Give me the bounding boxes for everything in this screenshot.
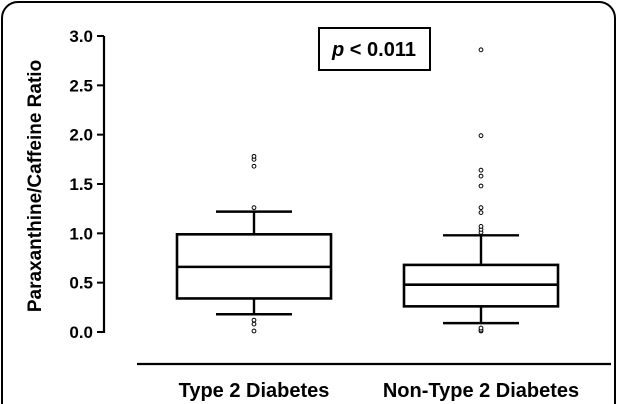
outlier-point — [478, 183, 484, 189]
outlier-point — [251, 205, 257, 211]
y-axis-label: Paraxanthine/Caffeine Ratio — [25, 60, 46, 312]
category-label-non-type2: Non-Type 2 Diabetes — [383, 380, 579, 402]
p-value-annotation: p < 0.011 — [318, 27, 431, 71]
outlier-point — [478, 167, 484, 173]
outlier-point — [478, 325, 484, 331]
p-value-text: p < 0.011 — [331, 39, 416, 61]
outliers — [251, 47, 484, 334]
outlier-point — [251, 153, 257, 159]
y-tick-label: 2.5 — [69, 76, 93, 95]
box-type2 — [175, 210, 333, 316]
box-non-type2 — [402, 234, 560, 325]
y-tick-label: 0.0 — [69, 323, 93, 342]
outlier-point — [251, 317, 257, 323]
outlier-point — [251, 328, 257, 334]
p-value-symbol: p — [331, 39, 344, 61]
outlier-point — [251, 163, 257, 169]
y-tick-label: 2.0 — [69, 126, 93, 145]
outlier-point — [251, 321, 257, 327]
category-label-type2: Type 2 Diabetes — [179, 380, 330, 402]
p-value-comparison: < 0.011 — [344, 39, 416, 61]
boxes — [175, 210, 560, 325]
outlier-point — [478, 205, 484, 211]
outlier-point — [478, 47, 484, 53]
y-tick-label: 0.5 — [69, 274, 93, 293]
y-tick-label: 1.5 — [69, 175, 93, 194]
outlier-point — [478, 210, 484, 216]
outlier-point — [478, 173, 484, 179]
y-tick-label: 3.0 — [69, 27, 93, 46]
y-ticks: 0.0 0.5 1.0 1.5 2.0 2.5 3.0 — [69, 27, 104, 342]
outlier-point — [478, 224, 484, 229]
outlier-point — [478, 133, 484, 139]
y-tick-label: 1.0 — [69, 224, 93, 243]
p-value-box — [318, 27, 431, 71]
